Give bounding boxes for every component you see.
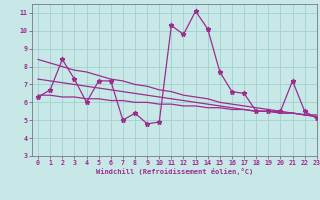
X-axis label: Windchill (Refroidissement éolien,°C): Windchill (Refroidissement éolien,°C) bbox=[96, 168, 253, 175]
